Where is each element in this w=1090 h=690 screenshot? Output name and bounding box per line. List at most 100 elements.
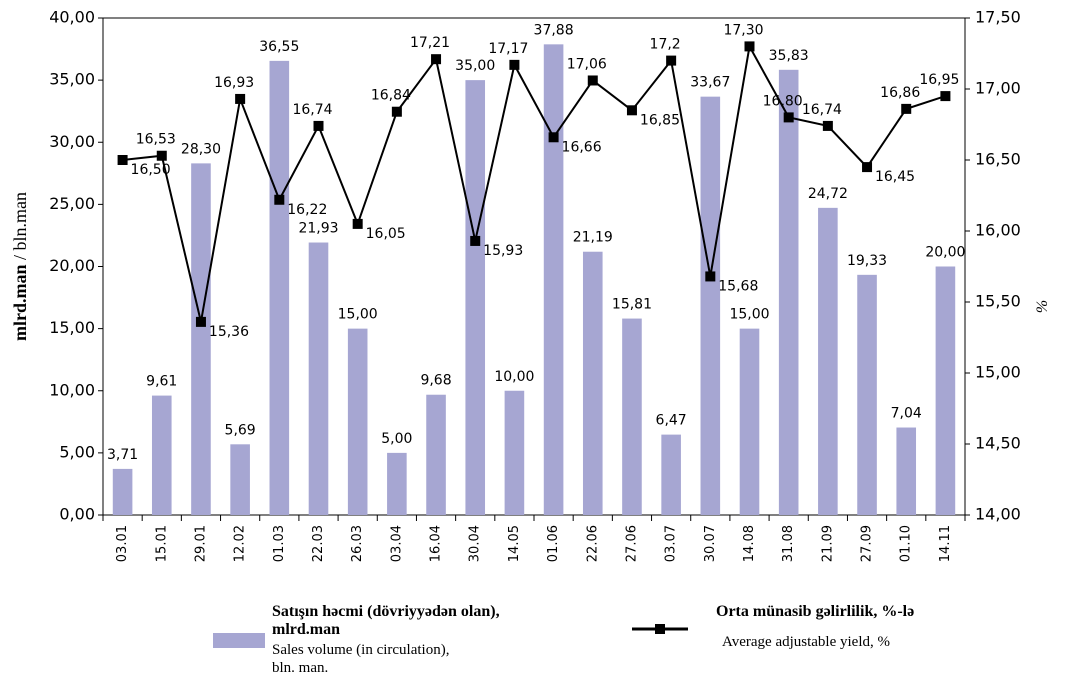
y-axis-label-main: mlrd.man: [10, 265, 30, 342]
bar-value-label: 10,00: [494, 369, 534, 385]
line-marker: [195, 316, 206, 327]
x-tick-label: 16.04: [429, 525, 444, 562]
bar: [151, 395, 172, 515]
x-tick-label: 30.04: [468, 525, 483, 562]
bar: [387, 452, 407, 515]
bar-value-label: 5,69: [225, 422, 256, 438]
bar: [622, 318, 642, 515]
y2-axis-label: %: [1032, 300, 1049, 313]
legend-name-line: mlrd.man: [272, 621, 340, 638]
line-marker: [744, 41, 755, 52]
line-marker: [862, 162, 873, 173]
x-tick-label: 14.11: [938, 525, 953, 562]
bar: [230, 444, 250, 515]
line-value-label: 16,50: [131, 162, 171, 178]
legend-note-line: Sales volume (in circulation),: [272, 642, 449, 658]
x-tick-label: 01.06: [546, 525, 561, 562]
x-tick-label: 27.06: [624, 525, 639, 562]
line-marker: [901, 103, 912, 114]
line-value-label: 17,06: [567, 56, 607, 72]
bar-value-label: 7,04: [891, 406, 922, 422]
y2-tick-label: 14,50: [975, 434, 1021, 453]
y-tick-label: 10,00: [49, 380, 95, 399]
bar-value-label: 33,67: [690, 75, 730, 91]
bar-value-label: 6,47: [656, 413, 687, 429]
x-tick-label: 15.01: [154, 525, 169, 562]
y2-tick-label: 16,00: [975, 221, 1021, 240]
x-tick-label: 29.01: [193, 525, 208, 562]
x-tick-label: 01.03: [272, 525, 287, 562]
y2-tick-label: 15,50: [975, 292, 1021, 311]
line-marker: [705, 271, 716, 282]
bar-value-label: 5,00: [381, 431, 412, 447]
line-value-label: 16,84: [371, 88, 411, 104]
x-tick-label: 14.05: [507, 525, 522, 562]
line-marker: [509, 59, 520, 70]
line-value-label: 16,85: [640, 112, 680, 128]
line-value-label: 15,36: [209, 324, 249, 340]
y2-tick-label: 16,50: [975, 150, 1021, 169]
line-marker: [470, 235, 481, 246]
line-value-label: 16,05: [366, 226, 406, 242]
line-value-label: 16,53: [136, 132, 176, 148]
x-tick-label: 03.07: [664, 525, 679, 562]
y-axis-label-sep: / bln.man: [10, 192, 30, 265]
x-tick-label: 26.03: [350, 525, 365, 562]
line-marker: [783, 112, 794, 123]
line-value-label: 16,74: [802, 102, 842, 118]
line-value-label: 16,93: [214, 75, 254, 91]
y-tick-label: 15,00: [49, 318, 95, 337]
bar-value-label: 20,00: [925, 245, 965, 261]
bar: [191, 163, 211, 515]
y2-tick-label: 17,50: [975, 8, 1021, 27]
line-marker: [822, 120, 833, 131]
y-tick-label: 30,00: [49, 132, 95, 151]
bar: [935, 266, 956, 515]
y-tick-label: 0,00: [59, 505, 95, 524]
bar: [818, 207, 838, 515]
line-marker: [235, 93, 246, 104]
line-value-label: 16,80: [763, 93, 803, 109]
bar-value-label: 24,72: [808, 186, 848, 202]
x-tick-label: 01.10: [899, 525, 914, 562]
bar: [778, 69, 799, 515]
legend-marker: [655, 624, 665, 634]
line-marker: [940, 91, 951, 102]
y2-tick-label: 14,00: [975, 505, 1021, 524]
bar-value-label: 21,93: [298, 221, 338, 237]
legend-name: Orta münasib gəlirlilik, %-lə: [716, 603, 914, 620]
line-marker: [431, 54, 442, 65]
x-tick-label: 22.06: [585, 525, 600, 562]
line-marker: [626, 105, 637, 116]
line-marker: [156, 150, 167, 161]
y-tick-label: 35,00: [49, 70, 95, 89]
bar-value-label: 36,55: [259, 39, 299, 55]
line-marker: [117, 155, 128, 165]
bar: [739, 328, 760, 515]
bar-value-label: 28,30: [181, 141, 221, 157]
y-axis-label: mlrd.man / bln.man: [10, 192, 30, 341]
legend-name: Satışın həcmi (dövriyyədən olan), mlrd.ma…: [272, 603, 500, 638]
legend-swatch: [213, 633, 265, 648]
line-marker: [352, 218, 363, 229]
bar: [582, 251, 603, 516]
line-marker: [391, 106, 402, 117]
legend-note: Average adjustable yield, %: [722, 634, 890, 650]
y-tick-label: 25,00: [49, 194, 95, 213]
bar: [700, 96, 721, 515]
bar: [661, 434, 681, 515]
bar-value-label: 35,00: [455, 58, 495, 74]
bar: [465, 80, 486, 515]
line-marker: [274, 194, 285, 205]
bar-value-label: 35,83: [769, 48, 809, 64]
bar-value-label: 9,68: [420, 373, 451, 389]
legend-note-line: bln. man.: [272, 660, 328, 676]
line-value-label: 16,86: [880, 85, 920, 101]
line-value-label: 16,66: [562, 139, 602, 155]
x-tick-label: 03.01: [115, 525, 130, 562]
x-tick-label: 27.09: [860, 525, 875, 562]
line-value-label: 17,30: [723, 22, 763, 38]
x-tick-label: 12.02: [233, 525, 248, 562]
line-value-label: 16,45: [875, 169, 915, 185]
